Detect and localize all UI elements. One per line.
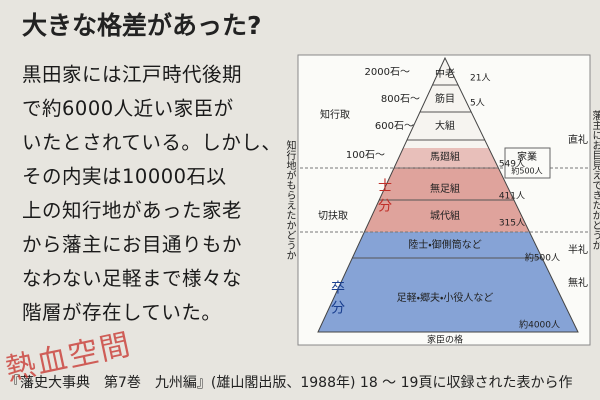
bottom-label: 家臣の格 <box>427 334 463 346</box>
audience: 半礼 <box>568 243 588 256</box>
tier-name: 中老 <box>435 67 455 80</box>
body-line: なわない足軽まで様々な <box>22 267 243 290</box>
pyramid-outline <box>317 56 579 333</box>
body-line: いたとされている。しかし、 <box>22 131 282 154</box>
tier-name: 無足組 <box>430 182 460 195</box>
audience: 直礼 <box>568 133 588 146</box>
class: 士分 <box>376 178 392 218</box>
source: 『藩史大事典 第7巻 九州編』(雄山閣出版、1988年) 18 ～ 19頁に収録… <box>6 375 573 391</box>
tier-count: 21人 <box>470 74 490 84</box>
side-count: 約500人 <box>511 166 542 176</box>
body-line: 階層が存在していた。 <box>22 301 222 324</box>
body-line: 上の知行地があった家老 <box>22 199 243 222</box>
body-line: 黒田家には江戸時代後期 <box>22 63 243 86</box>
group: 知行取 <box>320 108 350 121</box>
class: 卒分 <box>329 280 345 320</box>
body-line: から藩主にお目通りもか <box>22 233 243 256</box>
tier-name: 足軽・郷夫・小役人など <box>397 291 494 304</box>
tier-count: 約4000人 <box>519 319 560 331</box>
axis-label: 知行地がもらえたかどうか <box>284 139 296 260</box>
stipend: 800石～ <box>381 94 420 105</box>
tier-name: 馬廻組 <box>430 150 460 163</box>
group: 切扶取 <box>318 209 348 222</box>
axis-label: 藩主にお目見えできたかどうか <box>590 110 600 250</box>
tier-count: 5人 <box>470 99 485 109</box>
tier-count: 549人 <box>499 160 525 170</box>
tier-name: 城代組 <box>430 209 460 222</box>
tier-name: 筋目 <box>435 92 455 105</box>
body-line: で約6000人近い家臣が <box>22 97 234 120</box>
tier-name: 陸士・御側筒など <box>408 238 481 251</box>
tier-count: 約500人 <box>525 252 560 264</box>
tier-sotsu <box>318 232 578 332</box>
title: 大きな格差があった? <box>22 11 262 40</box>
tier-name: 大組 <box>435 119 455 132</box>
stipend: 2000石～ <box>365 67 410 78</box>
tier-count: 315人 <box>499 219 525 229</box>
audience: 無礼 <box>568 276 588 289</box>
side-box <box>504 147 551 179</box>
stipend: 100石～ <box>346 150 385 161</box>
tier-count: 411人 <box>499 192 525 202</box>
stipend: 600石～ <box>375 121 414 132</box>
side-name: 家業 <box>517 150 537 163</box>
body-line: その内実は10000石以 <box>22 165 227 188</box>
